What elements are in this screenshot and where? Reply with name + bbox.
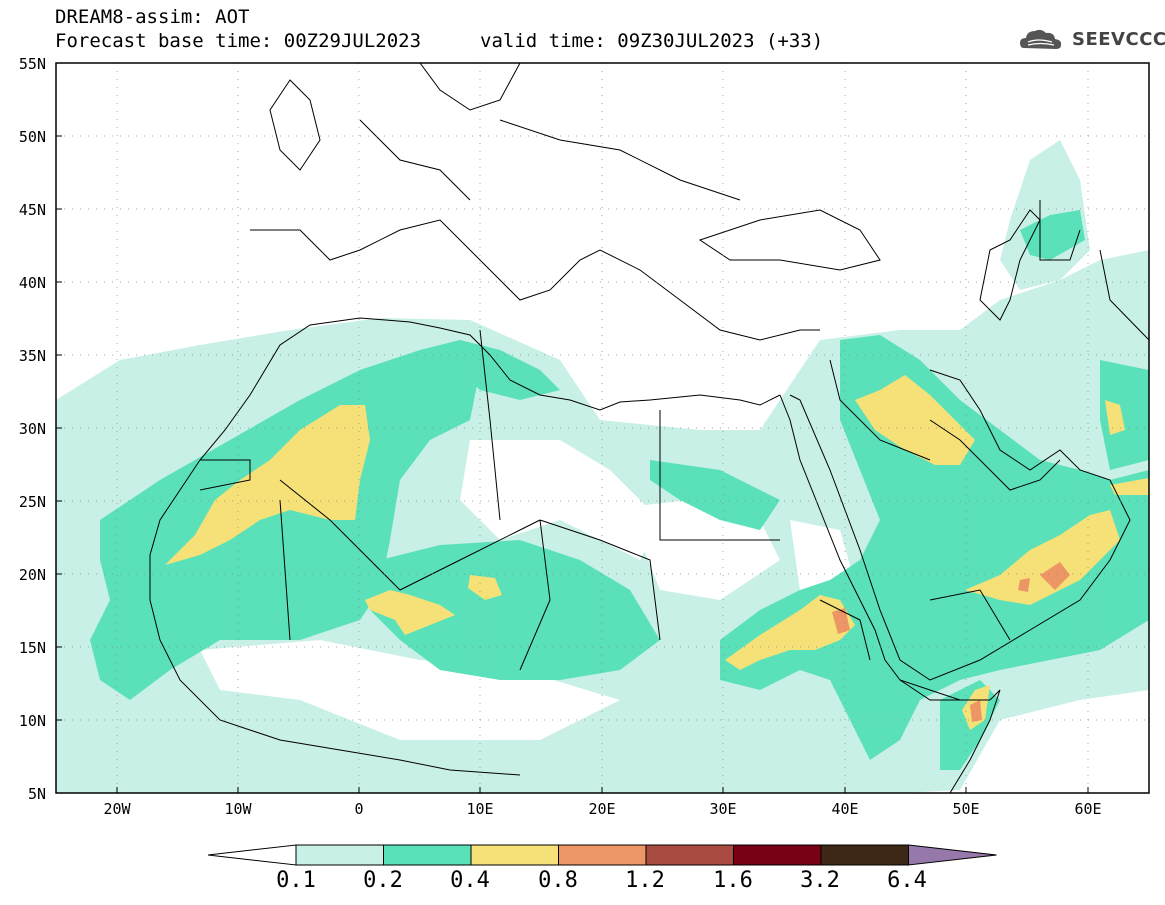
aot-field-0.2-iran [1100, 360, 1149, 470]
coast-persian-gulf [929, 419, 1061, 491]
border-15 [499, 119, 741, 201]
clean-area-sahara [460, 440, 660, 560]
lat-label: 40N [18, 274, 46, 292]
coast-horn [949, 689, 1001, 793]
clean-area-egypt [600, 500, 780, 600]
logo-text: SEEVCCC [1072, 29, 1165, 50]
aot-field-0.4-iran-coast [1105, 400, 1125, 435]
border-16 [359, 119, 471, 201]
valid-time: valid time: 09Z30JUL2023 (+33) [480, 30, 824, 52]
aot-field-0.8-somalia [970, 700, 982, 722]
aot-field-0.4-sudan [725, 595, 855, 670]
colorbar-tick-label: 6.4 [887, 868, 927, 893]
colorbar-tick-label: 0.4 [450, 868, 490, 893]
border-2 [199, 459, 251, 491]
coast-caspian [979, 209, 1041, 321]
coast-arabia [789, 369, 1131, 681]
aot-field-0.4-niger [468, 575, 502, 600]
border-9 [829, 359, 931, 461]
aot-field-0.4-mali [365, 590, 455, 635]
border-11 [1039, 200, 1081, 261]
coast-scandinavia [419, 63, 521, 111]
map-title: DREAM8-assim: AOT [55, 6, 250, 28]
aot-field-0.4-iraq [855, 375, 975, 465]
lat-label: 35N [18, 347, 46, 365]
aot-field-0.2-nwafrica [90, 340, 480, 700]
colorbar-tick-label: 1.6 [713, 868, 753, 893]
aot-field-0.2-sahara [370, 540, 660, 680]
aot-fields [56, 140, 1149, 793]
aot-field-0.2-egypt [650, 460, 780, 530]
lon-label: 40E [831, 800, 859, 818]
lat-label: 55N [18, 55, 46, 73]
border-8 [519, 519, 551, 671]
colorbar-tick-label: 3.2 [800, 868, 840, 893]
coast-west-africa [149, 555, 521, 776]
lat-label: 25N [18, 493, 46, 511]
axis-ticks [56, 62, 1089, 793]
aot-field-0.8-oman-2 [1018, 578, 1030, 592]
lat-label: 10N [18, 712, 46, 730]
coast-black-sea [698, 209, 881, 271]
lon-label: 30E [709, 800, 737, 818]
aot-field-0.4-gulf [1110, 478, 1149, 495]
lon-label: 50E [952, 800, 980, 818]
lat-label: 50N [18, 128, 46, 146]
aot-field-0.1-caspian [1000, 140, 1090, 290]
graticule [56, 63, 1149, 793]
coast-red-sea [779, 394, 990, 701]
lon-label: 10E [466, 800, 494, 818]
border-12 [899, 679, 960, 701]
colorbar-tick-label: 0.8 [538, 868, 578, 893]
lat-label: 30N [18, 420, 46, 438]
lon-label: 10W [224, 800, 252, 818]
aot-field-0.8-oman-1 [1040, 562, 1070, 590]
lat-label: 20N [18, 566, 46, 584]
coast-nafrica [149, 317, 781, 556]
cloud-logo-icon [1020, 29, 1062, 49]
border-4 [399, 519, 541, 591]
aot-field-0.2-arabia [720, 335, 1149, 760]
lon-label: 0 [354, 800, 364, 818]
lon-label: 20W [103, 800, 131, 818]
colorbar-tick-label: 0.1 [276, 868, 316, 893]
coast-europe [250, 219, 820, 341]
border-13 [819, 599, 871, 661]
border-1 [279, 479, 401, 591]
lat-label: 15N [18, 639, 46, 657]
coast-uk [269, 79, 321, 171]
aot-field-0.8-eritrea [832, 608, 850, 634]
lon-label: 20E [588, 800, 616, 818]
border-10 [929, 589, 1011, 641]
border-7 [479, 329, 501, 521]
aot-field-0.4-west-sahara [165, 405, 370, 565]
aot-field-0.4-oman [965, 510, 1120, 605]
colorbar-tick-label: 0.2 [363, 868, 403, 893]
border-3 [279, 499, 291, 641]
border-6 [659, 410, 780, 541]
clean-area-sahel [200, 640, 620, 740]
forecast-base-time: Forecast base time: 00Z29JUL2023 [55, 30, 422, 52]
lat-label: 5N [27, 785, 46, 803]
lon-label: 60E [1074, 800, 1102, 818]
aot-field-0.1-wafrica [60, 370, 240, 470]
border-5 [539, 519, 661, 641]
aot-field-0.2-caspian [1020, 210, 1085, 260]
colorbar-tick-label: 1.2 [625, 868, 665, 893]
aot-field-0.2-libya [460, 340, 560, 400]
border-14 [1099, 249, 1149, 341]
coastlines-borders [149, 63, 1149, 793]
lat-label: 45N [18, 201, 46, 219]
